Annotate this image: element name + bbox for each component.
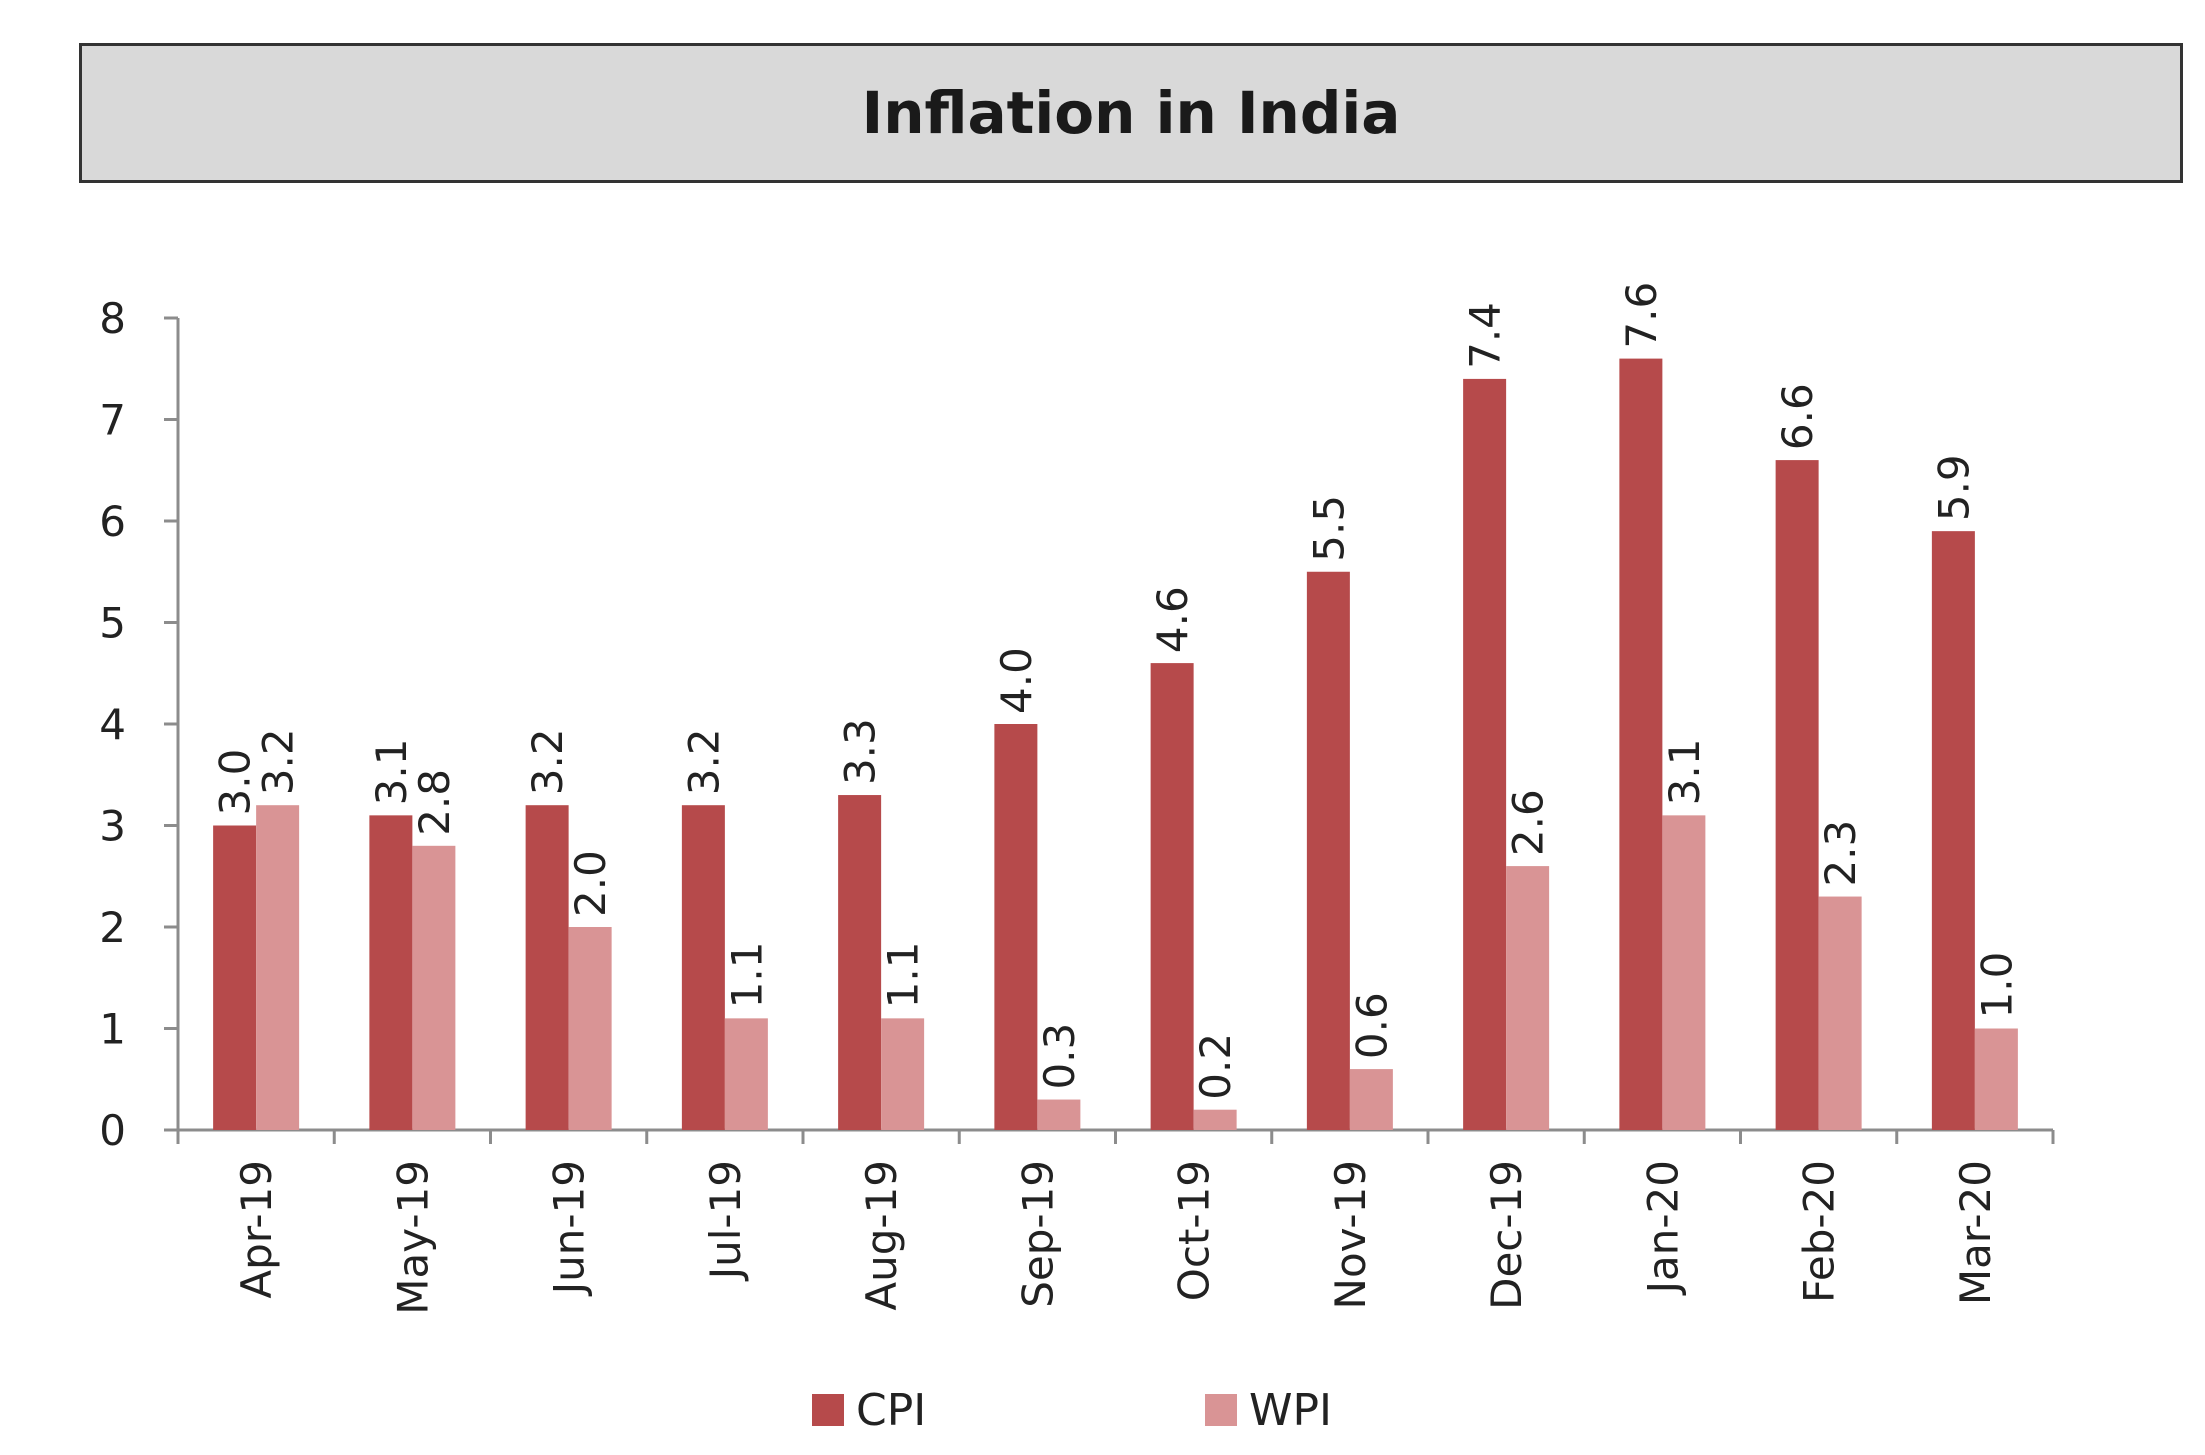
data-label-cpi: 5.9: [1929, 454, 1978, 521]
legend-item-wpi: WPI: [1205, 1380, 1332, 1440]
x-tick-label: Jul-19: [701, 1160, 750, 1282]
bar-cpi: [1619, 358, 1663, 1131]
bar-cpi: [838, 795, 882, 1130]
bar-wpi: [568, 927, 612, 1130]
data-label-wpi: 2.0: [566, 850, 615, 917]
data-label-wpi: 2.3: [1816, 820, 1865, 887]
bar-cpi: [213, 825, 257, 1130]
bar-wpi: [412, 845, 456, 1130]
y-tick-label: 3: [99, 802, 126, 851]
chart-axes: 0 1 2 3 4 5 6 7 8 Apr-19 May-19 Jun-19 Jul-19 Aug-19 S…: [99, 294, 2055, 1315]
bar-wpi: [1506, 866, 1550, 1130]
bar-cpi: [1775, 460, 1819, 1131]
data-label-wpi: 1.1: [722, 942, 771, 1009]
x-tick-label: Feb-20: [1795, 1160, 1844, 1303]
bar-wpi: [881, 1018, 925, 1130]
data-label-cpi: 7.6: [1617, 282, 1666, 349]
x-tick-label: Oct-19: [1170, 1160, 1219, 1301]
legend-label-cpi: CPI: [856, 1384, 927, 1436]
data-label-cpi: 3.0: [211, 749, 260, 816]
data-label-wpi: 2.8: [410, 769, 459, 836]
y-tick-label: 1: [99, 1005, 126, 1054]
data-label-wpi: 2.6: [1504, 789, 1553, 856]
data-label-wpi: 1.0: [1972, 952, 2021, 1019]
data-label-cpi: 3.2: [523, 728, 572, 795]
chart-title-box: Inflation in India: [79, 43, 2183, 183]
chart-title: Inflation in India: [861, 79, 1401, 147]
bar-cpi: [525, 805, 569, 1130]
bar-chart: 0 1 2 3 4 5 6 7 8 Apr-19 May-19 Jun-19 Jul-19 Aug-19 S…: [99, 282, 2055, 1315]
data-label-cpi: 5.5: [1304, 495, 1353, 562]
chart-bars: [213, 358, 2018, 1131]
y-tick-label: 5: [99, 599, 126, 648]
data-label-cpi: 4.6: [1148, 586, 1197, 653]
x-tick-label: May-19: [388, 1160, 437, 1315]
data-label-wpi: 0.3: [1035, 1023, 1084, 1090]
x-tick-label: Sep-19: [1013, 1160, 1062, 1308]
data-label-wpi: 0.2: [1191, 1033, 1240, 1100]
data-label-cpi: 3.2: [679, 728, 728, 795]
legend-swatch-wpi: [1205, 1394, 1237, 1426]
bar-wpi: [1349, 1069, 1393, 1130]
y-tick-label: 8: [99, 294, 126, 343]
bar-wpi: [1974, 1028, 2018, 1130]
x-tick-label: Mar-20: [1951, 1160, 2000, 1305]
y-tick-label: 4: [99, 700, 126, 749]
bar-cpi: [1306, 571, 1350, 1130]
x-tick-label: Dec-19: [1482, 1160, 1531, 1310]
x-tick-label: Aug-19: [857, 1160, 906, 1311]
bar-wpi: [1037, 1099, 1081, 1130]
bar-cpi: [1931, 531, 1975, 1130]
data-label-cpi: 3.1: [367, 739, 416, 806]
x-tick-label: Nov-19: [1326, 1160, 1375, 1309]
legend-item-cpi: CPI: [812, 1380, 926, 1440]
data-label-wpi: 1.1: [879, 942, 928, 1009]
y-tick-label: 2: [99, 903, 126, 952]
bar-cpi: [1463, 378, 1507, 1130]
legend-swatch-cpi: [812, 1394, 844, 1426]
bar-cpi: [369, 815, 413, 1130]
chart-legend: CPI WPI: [0, 1380, 2205, 1440]
bar-cpi: [994, 724, 1038, 1130]
data-label-cpi: 6.6: [1773, 383, 1822, 450]
data-label-cpi: 3.3: [836, 718, 885, 785]
y-tick-label: 6: [99, 497, 126, 546]
bar-wpi: [1818, 896, 1862, 1130]
data-label-wpi: 3.1: [1660, 739, 1709, 806]
data-label-wpi: 3.2: [254, 728, 303, 795]
y-tick-label: 0: [99, 1106, 126, 1155]
chart-data-labels: 3.03.2 3.12.83.22.03.21.13.31.14.00.34.60…: [211, 282, 2022, 1100]
data-label-cpi: 4.0: [992, 647, 1041, 714]
legend-label-wpi: WPI: [1249, 1384, 1333, 1436]
data-label-cpi: 7.4: [1461, 302, 1510, 369]
bar-cpi: [681, 805, 725, 1130]
bar-cpi: [1150, 663, 1194, 1130]
bar-wpi: [1662, 815, 1706, 1130]
data-label-wpi: 0.6: [1347, 992, 1396, 1059]
bar-wpi: [1193, 1109, 1237, 1130]
x-tick-label: Jan-20: [1638, 1160, 1687, 1296]
x-tick-label: Jun-19: [545, 1160, 594, 1297]
bar-wpi: [724, 1018, 768, 1130]
x-tick-label: Apr-19: [232, 1160, 281, 1299]
bar-wpi: [256, 805, 300, 1130]
y-tick-label: 7: [99, 396, 126, 445]
